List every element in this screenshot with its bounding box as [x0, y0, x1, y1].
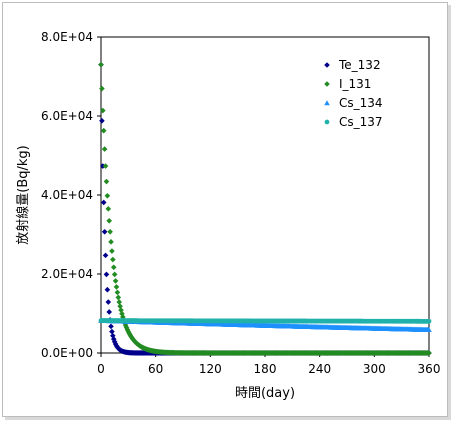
legend-marker — [324, 100, 330, 106]
data-point — [119, 310, 125, 317]
y-tick-label: 4.0E+04 — [41, 188, 93, 202]
x-tick-label: 120 — [199, 362, 222, 376]
data-point — [104, 192, 111, 199]
data-point — [120, 314, 126, 320]
x-tick-label: 360 — [418, 362, 441, 376]
data-point — [99, 118, 105, 124]
data-point — [101, 146, 108, 152]
data-point — [111, 339, 118, 345]
y-tick-label: 8.0E+04 — [41, 30, 93, 44]
legend-label: Cs_137 — [339, 115, 383, 129]
data-point — [103, 178, 110, 185]
y-tick-label: 6.0E+04 — [41, 109, 93, 123]
x-tick-label: 60 — [148, 362, 163, 376]
data-point — [104, 286, 111, 293]
data-point — [117, 303, 123, 310]
data-point — [108, 323, 114, 330]
legend-item: I_131 — [324, 77, 371, 91]
series-Cs_137 — [98, 318, 432, 324]
data-point — [100, 127, 107, 134]
data-point — [118, 307, 124, 313]
data-point — [110, 332, 116, 339]
y-tick-label: 0.0E+00 — [41, 346, 93, 360]
y-axis-label: 放射線量(Bq/kg) — [15, 145, 31, 244]
legend-item: Cs_137 — [324, 115, 383, 129]
data-point — [114, 289, 121, 296]
x-tick-label: 240 — [308, 362, 331, 376]
legend-label: Te_132 — [338, 58, 381, 72]
y-tick-label: 2.0E+04 — [41, 267, 93, 281]
data-point — [426, 350, 432, 356]
series-I_131 — [98, 61, 432, 356]
data-point — [426, 326, 432, 332]
data-point — [106, 309, 112, 315]
chart-svg: 0.0E+00 2.0E+04 4.0E+04 6.0E+04 8.0E+04 0 60 1… — [15, 30, 440, 401]
data-point — [100, 107, 106, 114]
legend-marker — [324, 62, 330, 68]
data-point — [112, 278, 119, 284]
x-tick-label: 180 — [254, 362, 277, 376]
data-point — [116, 299, 123, 305]
legend-item: Cs_134 — [324, 96, 383, 110]
data-point — [106, 217, 112, 224]
data-point — [110, 264, 117, 271]
x-tick-label: 0 — [97, 362, 105, 376]
data-point — [113, 284, 120, 290]
data-point — [109, 328, 115, 335]
data-point — [103, 271, 110, 278]
legend-marker — [324, 119, 330, 125]
data-point — [108, 239, 114, 245]
data-point — [100, 199, 107, 206]
data-point — [426, 318, 432, 324]
y-axis-ticks: 0.0E+00 2.0E+04 4.0E+04 6.0E+04 8.0E+04 — [41, 30, 101, 360]
data-point — [99, 85, 105, 92]
data-point — [98, 61, 104, 68]
data-point — [101, 228, 108, 235]
legend-marker — [324, 81, 330, 87]
chart-frame: 0.0E+00 2.0E+04 4.0E+04 6.0E+04 8.0E+04 0 60 1… — [2, 2, 448, 417]
series-layer — [98, 61, 432, 356]
x-tick-label: 300 — [363, 362, 386, 376]
legend-item: Te_132 — [324, 58, 381, 72]
plot-area — [100, 36, 430, 354]
data-point — [109, 248, 115, 254]
data-point — [115, 294, 122, 301]
data-point — [123, 324, 130, 331]
legend-label: I_131 — [339, 77, 371, 91]
x-axis-ticks: 0 60 120 180 240 300 360 — [97, 353, 440, 376]
legend: Te_132 I_131 Cs_134 Cs_137 — [324, 58, 383, 129]
data-point — [110, 256, 116, 263]
data-point — [111, 271, 118, 278]
data-point — [102, 163, 109, 169]
legend-label: Cs_134 — [339, 96, 383, 110]
data-point — [105, 206, 112, 212]
data-point — [105, 299, 112, 305]
data-point — [124, 326, 131, 333]
data-point — [107, 228, 113, 235]
data-point — [102, 252, 109, 259]
x-axis-label: 時間(day) — [235, 386, 295, 401]
